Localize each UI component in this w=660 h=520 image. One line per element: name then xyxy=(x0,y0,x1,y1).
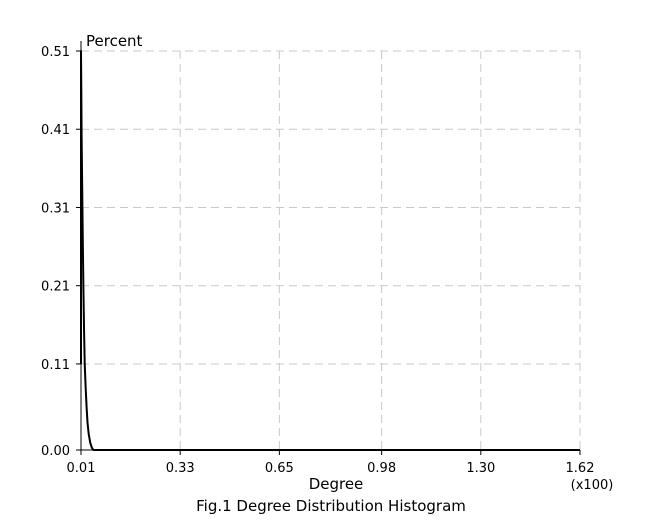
y-tick-label: 0.21 xyxy=(41,280,70,295)
series-line xyxy=(80,50,580,451)
x-axis-multiplier: (x100) xyxy=(571,478,614,493)
grid-lines xyxy=(81,50,581,450)
x-tick-label: 0.98 xyxy=(367,461,396,476)
x-tick-label: 1.30 xyxy=(466,461,495,476)
y-tick-label: 0.41 xyxy=(41,123,70,138)
axes xyxy=(76,41,581,455)
x-tick-label: 0.33 xyxy=(166,461,195,476)
chart-title: Fig.1 Degree Distribution Histogram xyxy=(196,497,466,515)
y-tick-label: 0.31 xyxy=(41,201,70,216)
y-tick-labels: 0.00 0.11 0.21 0.31 0.41 0.51 xyxy=(41,45,70,459)
series-group xyxy=(80,50,580,451)
x-tick-labels: 0.01 0.33 0.65 0.98 1.30 1.62 xyxy=(67,461,595,476)
y-tick-label: 0.51 xyxy=(41,45,70,60)
x-tick-label: 1.62 xyxy=(566,461,595,476)
y-tick-label: 0.00 xyxy=(41,444,70,459)
y-tick-label: 0.11 xyxy=(41,358,70,373)
x-axis-label: Degree xyxy=(309,475,364,493)
x-tick-label: 0.01 xyxy=(67,461,96,476)
y-axis-label: Percent xyxy=(86,32,143,50)
x-tick-label: 0.65 xyxy=(265,461,294,476)
